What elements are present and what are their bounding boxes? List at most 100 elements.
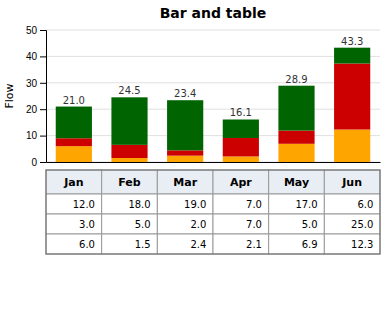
table-cell: [269, 214, 325, 234]
tick-mark: [40, 83, 46, 84]
tick-mark: [40, 30, 46, 31]
tick: 20: [26, 104, 46, 115]
bar: [334, 64, 370, 130]
series: [56, 48, 371, 151]
tick: 0: [31, 157, 46, 168]
tick-label: 10: [26, 130, 38, 141]
series: [56, 64, 371, 159]
y-axis: 0 10 20 30 40 50: [26, 25, 47, 168]
bar: [223, 156, 259, 162]
table-value: 18.0: [128, 199, 150, 210]
grid-line: [46, 82, 380, 83]
table-header: Jan: [63, 176, 83, 189]
table-cell: [213, 214, 269, 234]
table-cell: [46, 194, 102, 214]
total-label: 43.3: [341, 36, 363, 47]
total-label: 23.4: [174, 88, 196, 99]
table-cell: [269, 194, 325, 214]
bar: [278, 144, 314, 162]
table-value: 2.1: [246, 239, 262, 250]
table-value: 3.0: [79, 219, 95, 230]
tick-mark: [40, 56, 46, 57]
axis-line: [47, 162, 381, 163]
table-value: 17.0: [295, 199, 317, 210]
table-value: 1.5: [135, 239, 151, 250]
table-value: 5.0: [302, 219, 318, 230]
tick-mark: [40, 136, 46, 137]
table-header-cell: [269, 170, 325, 194]
table-border: [46, 170, 380, 254]
tick: 50: [26, 25, 46, 36]
table-value: 6.0: [79, 239, 95, 250]
total-label: 21.0: [63, 95, 85, 106]
table-value: 2.0: [190, 219, 206, 230]
table-cell: [157, 234, 213, 254]
table-cell: [269, 234, 325, 254]
table-value: 2.4: [190, 239, 206, 250]
tick: 40: [26, 51, 46, 62]
table-cell: [213, 194, 269, 214]
table-header-cell: [324, 170, 380, 194]
grid-line: [46, 56, 380, 57]
grid-line: [46, 109, 380, 110]
plot: 21.024.523.416.128.943.301020304050: [26, 25, 381, 168]
y-label: Flow: [3, 83, 16, 108]
axis-line: [40, 31, 47, 163]
bar: [111, 145, 147, 158]
bar: [56, 146, 92, 162]
grid: [46, 30, 380, 162]
table-header: Apr: [230, 176, 252, 189]
bar: [56, 138, 92, 146]
bar: [334, 48, 370, 64]
table: JanFebMarAprMayJun12.018.019.07.017.06.0…: [46, 170, 380, 254]
table-cell: [324, 194, 380, 214]
table-header-cell: [102, 170, 158, 194]
series: [56, 130, 371, 162]
table-cell: [46, 234, 102, 254]
total-label: 28.9: [285, 74, 307, 85]
table-cell: [324, 234, 380, 254]
table-cell: [46, 214, 102, 234]
grid-line: [46, 135, 380, 136]
tick: 10: [26, 130, 46, 141]
tick-label: 30: [26, 78, 38, 89]
bar: [223, 138, 259, 156]
x-axis: [47, 162, 381, 163]
tick: 30: [26, 78, 46, 89]
table-header-cell: [46, 170, 102, 194]
bar: [278, 86, 314, 131]
bar: [56, 107, 92, 139]
bar: [167, 150, 203, 155]
table-header: Mar: [173, 176, 197, 189]
table-cell: [157, 214, 213, 234]
total-labels: 21.024.523.416.128.943.3: [63, 36, 364, 119]
table-value: 19.0: [184, 199, 206, 210]
bar: [111, 97, 147, 145]
table-cell: [102, 234, 158, 254]
bar: [167, 100, 203, 150]
grid-line: [46, 30, 380, 31]
table-header: May: [284, 176, 309, 189]
table-value: 7.0: [246, 219, 262, 230]
bars: [56, 48, 371, 162]
tick-mark: [40, 109, 46, 110]
table-value: 12.3: [351, 239, 373, 250]
bar: [111, 158, 147, 162]
bar: [334, 130, 370, 162]
table-header-cell: [213, 170, 269, 194]
table-value: 5.0: [135, 219, 151, 230]
table-value: 7.0: [246, 199, 262, 210]
grid-line: [46, 162, 380, 163]
title: Bar and table: [160, 5, 267, 21]
bar: [167, 156, 203, 162]
table-value: 6.0: [357, 199, 373, 210]
table-cell: [324, 214, 380, 234]
chart: Bar and table21.024.523.416.128.943.3010…: [0, 0, 390, 320]
table-value: 25.0: [351, 219, 373, 230]
tick-label: 50: [26, 25, 38, 36]
bar: [223, 119, 259, 137]
bar: [278, 131, 314, 144]
table-cell: [102, 214, 158, 234]
table-cell: [213, 234, 269, 254]
tick-label: 20: [26, 104, 38, 115]
